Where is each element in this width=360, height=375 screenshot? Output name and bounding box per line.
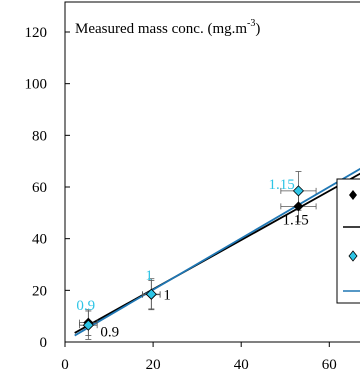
x-tick-label: 20	[146, 357, 161, 373]
legend-marker-cyan	[348, 250, 358, 262]
data-point-cyan	[82, 319, 94, 331]
fit-line-blue	[74, 167, 360, 337]
y-ticks: 0 20 40 60 80 100 120	[25, 25, 70, 351]
x-tick-label: 60	[322, 357, 337, 373]
y-tick-label: 0	[40, 335, 48, 351]
x-ticks: 0 20 40 60	[61, 342, 337, 373]
point-labels: 0.9 1 1.15 0.9 1 1.15	[76, 177, 308, 341]
chart-title-end: )	[255, 21, 260, 37]
legend-marker-black	[349, 190, 357, 200]
legend-box	[336, 178, 360, 304]
chart-title-sup: -3	[247, 18, 255, 29]
point-label-black: 0.9	[100, 325, 119, 341]
point-label-cyan: 1.15	[268, 177, 294, 193]
legend	[336, 178, 360, 304]
x-tick-label: 40	[234, 357, 249, 373]
fit-line-black	[74, 172, 360, 334]
point-label-black: 1.15	[282, 212, 308, 228]
y-tick-label: 40	[32, 232, 47, 248]
fit-lines	[74, 167, 360, 337]
data-point-black	[293, 201, 304, 212]
chart-title-main: Measured mass conc. (mg.m	[75, 21, 247, 37]
y-tick-label: 60	[32, 180, 47, 196]
point-label-cyan: 0.9	[76, 298, 95, 314]
y-tick-label: 20	[32, 283, 47, 299]
x-tick-label: 0	[61, 357, 69, 373]
y-tick-label: 100	[25, 77, 48, 93]
point-label-black: 1	[163, 288, 171, 304]
y-tick-label: 80	[32, 128, 47, 144]
point-label-cyan: 1	[145, 268, 153, 284]
data-point-cyan	[145, 288, 157, 300]
markers	[82, 185, 305, 331]
data-point-cyan	[292, 185, 305, 197]
y-tick-label: 120	[25, 25, 48, 41]
chart-title: Measured mass conc. (mg.m-3)	[75, 18, 260, 37]
